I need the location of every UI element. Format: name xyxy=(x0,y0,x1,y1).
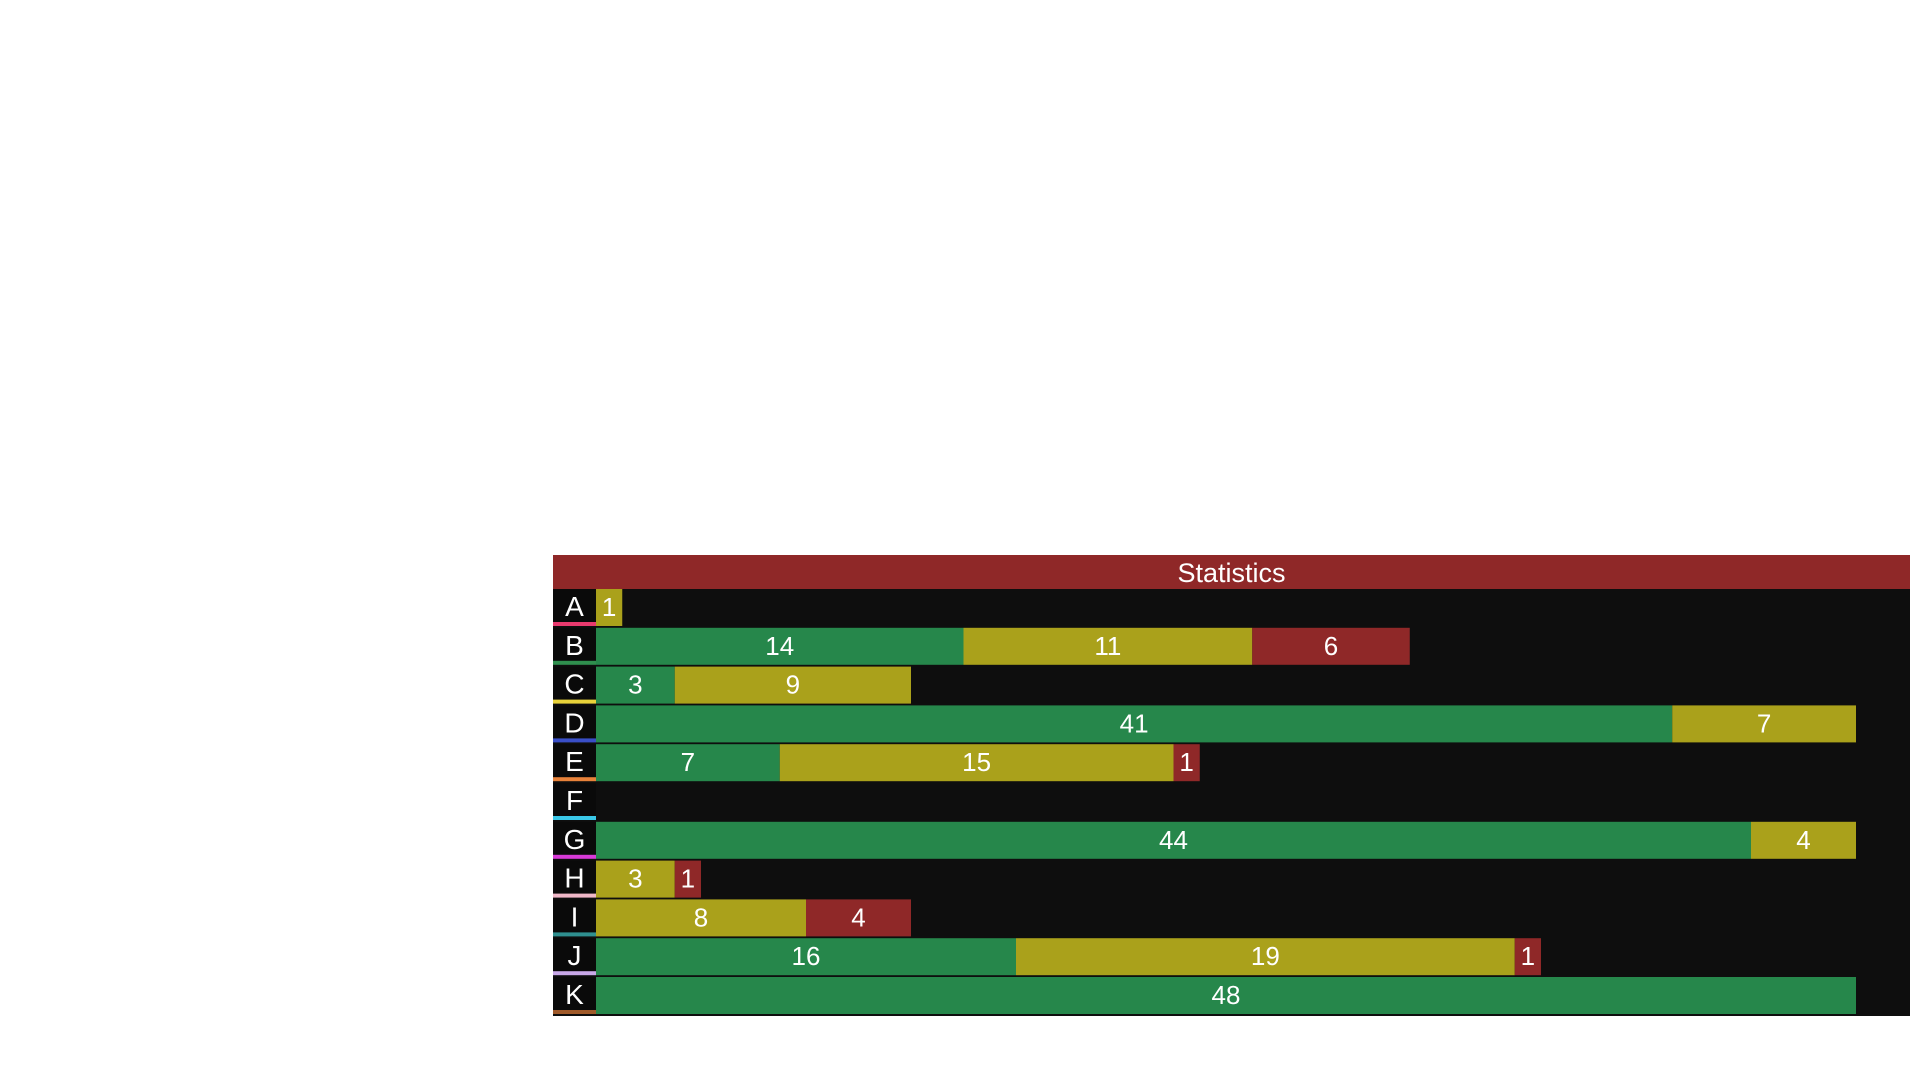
row-color-marker-g xyxy=(553,854,596,859)
row-color-marker-c xyxy=(553,699,596,704)
bar-j-series-1 xyxy=(596,938,1016,976)
bar-g-series-1 xyxy=(596,821,1751,859)
row-color-marker-i xyxy=(553,932,596,937)
bar-label-g-series-2: 4 xyxy=(1796,825,1810,855)
bar-label-g-series-1: 44 xyxy=(1159,825,1188,855)
stacked-bar-chart: A 1B 14 11 6C 3 9D 41 7E 7 15 1FG 44 4H 3 1I 8 4J 16 19 1K 48 xyxy=(553,589,1856,1014)
bar-b-series-3 xyxy=(1252,627,1410,665)
bar-g-series-2 xyxy=(1751,821,1856,859)
bar-label-j-series-3: 1 xyxy=(1521,941,1535,971)
row-label-bg-j xyxy=(553,938,596,973)
row-label-i: I xyxy=(571,901,579,932)
row-label-f: F xyxy=(566,785,583,816)
row-label-bg-e xyxy=(553,744,596,779)
bar-label-c-series-2: 9 xyxy=(786,670,800,700)
row-label-bg-a xyxy=(553,589,596,623)
row-label-bg-f xyxy=(553,783,596,817)
bar-label-d-series-1: 41 xyxy=(1120,708,1149,738)
bar-label-b-series-1: 14 xyxy=(765,631,794,661)
bar-j-series-3 xyxy=(1514,938,1541,976)
bar-b-series-2 xyxy=(963,627,1253,665)
bar-label-k-series-1: 48 xyxy=(1212,980,1241,1010)
bar-label-i-series-3: 4 xyxy=(851,902,865,932)
bar-j-series-2 xyxy=(1016,938,1515,976)
bar-i-series-3 xyxy=(806,899,911,937)
row-label-b: B xyxy=(565,630,584,661)
row-label-d: D xyxy=(564,707,584,738)
bar-k-series-1 xyxy=(596,977,1856,1014)
row-label-j: J xyxy=(568,940,582,971)
bar-h-series-3 xyxy=(674,860,701,898)
row-label-bg-d xyxy=(553,705,596,740)
chart-title: Statistics xyxy=(553,555,1910,589)
row-color-marker-a xyxy=(553,622,596,626)
row-label-e: E xyxy=(565,746,584,777)
bar-label-b-series-3: 6 xyxy=(1324,631,1338,661)
bar-label-e-series-2: 15 xyxy=(962,747,991,777)
bar-label-j-series-1: 16 xyxy=(792,941,821,971)
bar-label-b-series-2: 11 xyxy=(1094,631,1121,661)
bar-label-c-series-1: 3 xyxy=(628,670,642,700)
row-label-bg-h xyxy=(553,860,596,895)
bar-a-series-2 xyxy=(596,589,623,626)
row-label-g: G xyxy=(564,824,586,855)
bar-label-h-series-3: 1 xyxy=(681,864,695,894)
row-label-h: H xyxy=(564,863,584,894)
row-color-marker-k xyxy=(553,1010,596,1014)
row-color-marker-e xyxy=(553,777,596,782)
bar-d-series-1 xyxy=(596,705,1673,743)
bar-label-d-series-2: 7 xyxy=(1757,708,1771,738)
statistics-panel: Statistics A 1 B 14 11 6 C 3 9 D 41 7 E 7 15 1 F G 44 4 H 3 1 I… xyxy=(553,555,1910,1016)
row-label-a: A xyxy=(565,591,584,622)
row-label-bg-c xyxy=(553,666,596,701)
bar-label-e-series-3: 1 xyxy=(1179,747,1193,777)
row-label-k: K xyxy=(565,979,584,1010)
bar-d-series-2 xyxy=(1672,705,1856,743)
bar-e-series-3 xyxy=(1173,744,1200,782)
bar-c-series-1 xyxy=(596,666,675,704)
bar-i-series-2 xyxy=(596,899,806,937)
row-color-marker-f xyxy=(553,816,596,820)
bar-label-j-series-2: 19 xyxy=(1251,941,1280,971)
bar-c-series-2 xyxy=(674,666,911,704)
row-color-marker-d xyxy=(553,738,596,743)
row-color-marker-b xyxy=(553,660,596,665)
bar-e-series-2 xyxy=(779,744,1174,782)
row-color-marker-j xyxy=(553,971,596,976)
row-label-bg-b xyxy=(553,627,596,662)
row-label-bg-k xyxy=(553,977,596,1011)
row-color-marker-h xyxy=(553,893,596,898)
bar-label-e-series-1: 7 xyxy=(681,747,695,777)
row-label-bg-g xyxy=(553,821,596,856)
bar-label-a-series-2: 1 xyxy=(602,592,616,622)
bar-e-series-1 xyxy=(596,744,780,782)
bar-h-series-2 xyxy=(596,860,675,898)
bar-label-h-series-2: 3 xyxy=(628,864,642,894)
bar-b-series-1 xyxy=(596,627,964,665)
row-label-c: C xyxy=(564,669,584,700)
bar-label-i-series-2: 8 xyxy=(694,902,708,932)
row-label-bg-i xyxy=(553,899,596,934)
